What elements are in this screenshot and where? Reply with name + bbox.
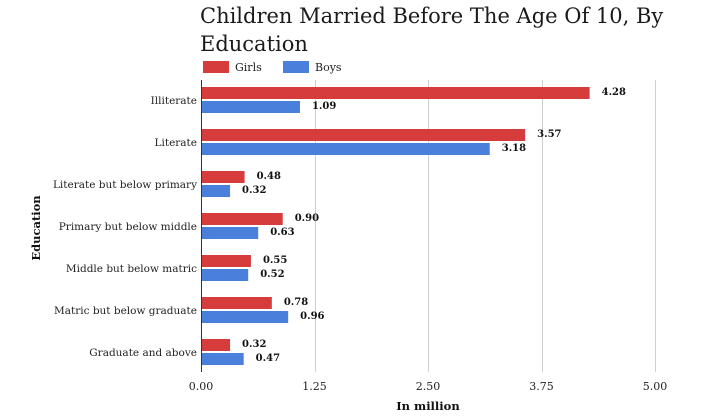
x-axis-title: In million	[396, 399, 460, 413]
data-label-girls: 0.48	[257, 171, 281, 182]
data-label-girls: 3.57	[537, 129, 561, 140]
legend: Girls Boys	[203, 61, 342, 74]
bar-girls	[202, 87, 590, 99]
bar-boys	[202, 185, 231, 197]
category-label: Matric but below graduate	[54, 305, 197, 317]
bar-girls	[202, 213, 283, 225]
data-label-boys: 0.47	[256, 353, 280, 364]
data-label-girls: 0.55	[263, 255, 287, 266]
bars: 4.28 1.09 3.57 3.18 0.48 0.32 0.900.63 0.55 0.52…	[202, 87, 626, 365]
bar-boys	[202, 143, 490, 155]
bar-boys	[202, 227, 259, 239]
legend-swatch-boys	[283, 61, 309, 73]
data-label-girls: 0.78	[284, 297, 308, 308]
x-tick-label: 5.00	[643, 380, 668, 393]
bar-boys	[202, 269, 249, 281]
bar-girls	[202, 297, 272, 309]
data-label-girls: 0.90	[295, 213, 319, 224]
grid-lines	[201, 80, 656, 372]
data-label-boys: 0.52	[260, 269, 284, 280]
x-tick-label: 0.00	[189, 380, 214, 393]
legend-label-boys: Boys	[315, 61, 342, 74]
x-tick-labels: 0.00 1.25 2.50 3.75 5.00	[189, 380, 668, 393]
x-tick-label: 2.50	[416, 380, 441, 393]
data-label-boys: 3.18	[502, 143, 526, 154]
bar-girls	[202, 129, 526, 141]
legend-swatch-girls	[203, 61, 229, 73]
data-label-girls: 4.28	[602, 87, 626, 98]
data-label-boys: 0.96	[300, 311, 324, 322]
bar-girls	[202, 171, 245, 183]
bar-boys	[202, 353, 244, 365]
category-label: Illiterate	[151, 95, 197, 107]
data-label-boys: 0.32	[242, 185, 266, 196]
x-tick-label: 3.75	[529, 380, 554, 393]
bar-boys	[202, 101, 300, 113]
category-label: Middle but below matric	[66, 263, 197, 275]
legend-label-girls: Girls	[235, 61, 262, 74]
category-label: Literate	[155, 137, 197, 149]
bar-girls	[202, 255, 251, 267]
y-axis-title: Education	[29, 195, 43, 261]
data-label-boys: 1.09	[312, 101, 336, 112]
chart-title: Children Married Before The Age Of 10, B…	[200, 4, 664, 56]
category-label: Literate but below primary	[53, 179, 197, 191]
category-labels: Illiterate Literate Literate but below pri…	[53, 95, 197, 359]
bar-boys	[202, 311, 289, 323]
category-label: Primary but below middle	[59, 221, 197, 233]
x-tick-label: 1.25	[302, 380, 327, 393]
data-label-boys: 0.63	[270, 227, 294, 238]
category-label: Graduate and above	[89, 347, 197, 359]
bar-girls	[202, 339, 231, 351]
data-label-girls: 0.32	[242, 339, 266, 350]
